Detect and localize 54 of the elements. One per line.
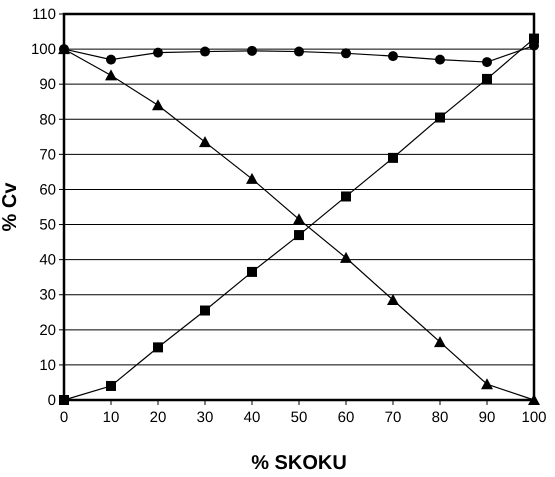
y-tick-label: 30 bbox=[39, 286, 56, 304]
point bbox=[153, 342, 163, 352]
x-tick-label: 60 bbox=[338, 409, 354, 426]
point bbox=[340, 252, 352, 263]
y-tick-label: 60 bbox=[39, 181, 56, 198]
y-tick-label: 100 bbox=[30, 41, 56, 58]
point bbox=[152, 99, 164, 110]
point bbox=[294, 230, 304, 240]
point bbox=[200, 46, 210, 57]
point bbox=[435, 112, 445, 123]
y-tick-label: 20 bbox=[39, 322, 56, 339]
point bbox=[106, 54, 116, 65]
point bbox=[247, 266, 257, 277]
point bbox=[294, 46, 304, 57]
x-tick-label: 70 bbox=[384, 409, 402, 426]
y-tick-label: 90 bbox=[39, 76, 56, 94]
x-tick-label: 100 bbox=[521, 409, 547, 426]
point bbox=[482, 57, 492, 68]
point bbox=[481, 378, 493, 390]
point bbox=[341, 48, 351, 58]
point bbox=[529, 34, 539, 44]
y-tick-label: 0 bbox=[48, 392, 56, 409]
point bbox=[200, 306, 210, 316]
x-tick-label: 0 bbox=[60, 409, 68, 426]
point bbox=[435, 54, 445, 65]
x-tick-label: 80 bbox=[432, 409, 448, 426]
point bbox=[482, 74, 492, 84]
point bbox=[105, 69, 117, 80]
x-tick-label: 50 bbox=[290, 409, 308, 426]
point bbox=[153, 48, 163, 58]
point bbox=[247, 46, 257, 56]
point bbox=[293, 213, 305, 224]
point bbox=[388, 152, 398, 163]
point bbox=[246, 172, 258, 184]
y-tick-label: 10 bbox=[39, 356, 56, 374]
y-tick-label: 70 bbox=[39, 146, 56, 164]
point bbox=[341, 191, 351, 202]
point bbox=[59, 395, 69, 405]
point bbox=[106, 380, 116, 391]
y-tick-label: 80 bbox=[39, 111, 56, 128]
x-tick-label: 10 bbox=[102, 409, 120, 426]
x-tick-label: 30 bbox=[196, 409, 214, 426]
x-tick-label: 20 bbox=[150, 409, 166, 426]
x-tick-label: 90 bbox=[478, 409, 496, 426]
y-tick-label: 40 bbox=[39, 252, 56, 269]
point bbox=[387, 294, 399, 305]
y-tick-label: 50 bbox=[39, 216, 56, 234]
y-axis-title: % Cv bbox=[0, 182, 21, 232]
y-tick-label: 110 bbox=[32, 6, 56, 23]
point bbox=[434, 336, 446, 348]
point bbox=[199, 136, 211, 148]
x-axis-title: % SKOKU bbox=[251, 452, 347, 474]
point bbox=[388, 51, 398, 62]
x-tick-label: 40 bbox=[244, 409, 260, 426]
